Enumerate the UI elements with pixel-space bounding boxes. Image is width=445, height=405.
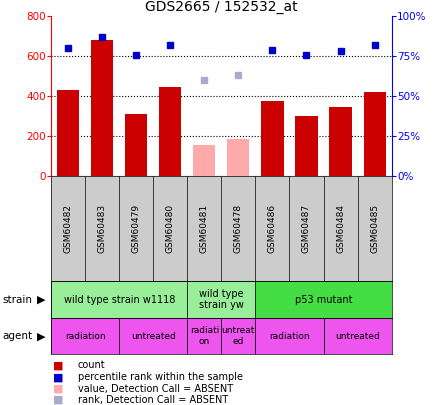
Text: p53 mutant: p53 mutant — [295, 295, 352, 305]
Text: strain: strain — [2, 295, 32, 305]
Bar — [329, 107, 352, 176]
Text: GSM60487: GSM60487 — [302, 204, 311, 254]
Text: agent: agent — [2, 331, 32, 341]
Text: GSM60485: GSM60485 — [370, 204, 379, 254]
Title: GDS2665 / 152532_at: GDS2665 / 152532_at — [145, 0, 298, 14]
Bar — [255, 318, 324, 354]
Bar — [193, 145, 215, 176]
Text: count: count — [78, 360, 105, 370]
Bar — [187, 281, 255, 318]
Bar — [57, 90, 79, 176]
Bar — [255, 281, 392, 318]
Text: GSM60483: GSM60483 — [98, 204, 107, 254]
Text: ■: ■ — [53, 373, 64, 382]
Text: rank, Detection Call = ABSENT: rank, Detection Call = ABSENT — [78, 395, 228, 405]
Bar — [364, 92, 386, 176]
Text: GSM60480: GSM60480 — [166, 204, 175, 254]
Bar — [261, 101, 283, 176]
Bar — [227, 139, 250, 176]
Text: radiation: radiation — [269, 332, 310, 341]
Text: GSM60478: GSM60478 — [234, 204, 243, 254]
Text: GSM60482: GSM60482 — [64, 205, 73, 253]
Text: ■: ■ — [53, 395, 64, 405]
Text: GSM60481: GSM60481 — [200, 204, 209, 254]
Text: radiati
on: radiati on — [190, 326, 219, 346]
Text: wild type strain w1118: wild type strain w1118 — [64, 295, 175, 305]
Text: ■: ■ — [53, 360, 64, 370]
Bar — [125, 114, 147, 176]
Text: value, Detection Call = ABSENT: value, Detection Call = ABSENT — [78, 384, 233, 394]
Text: untreated: untreated — [131, 332, 176, 341]
Bar — [222, 318, 255, 354]
Text: GSM60479: GSM60479 — [132, 204, 141, 254]
Bar — [51, 318, 119, 354]
Text: percentile rank within the sample: percentile rank within the sample — [78, 373, 243, 382]
Bar — [91, 40, 113, 176]
Text: ▶: ▶ — [36, 331, 45, 341]
Bar — [119, 318, 187, 354]
Bar — [159, 87, 182, 176]
Text: ■: ■ — [53, 384, 64, 394]
Bar — [324, 318, 392, 354]
Text: ▶: ▶ — [36, 295, 45, 305]
Text: GSM60486: GSM60486 — [268, 204, 277, 254]
Bar — [51, 281, 187, 318]
Text: radiation: radiation — [65, 332, 105, 341]
Text: untreat
ed: untreat ed — [222, 326, 255, 346]
Bar — [295, 116, 318, 176]
Text: GSM60484: GSM60484 — [336, 205, 345, 253]
Text: untreated: untreated — [335, 332, 380, 341]
Text: wild type
strain yw: wild type strain yw — [199, 289, 244, 311]
Bar — [187, 318, 222, 354]
